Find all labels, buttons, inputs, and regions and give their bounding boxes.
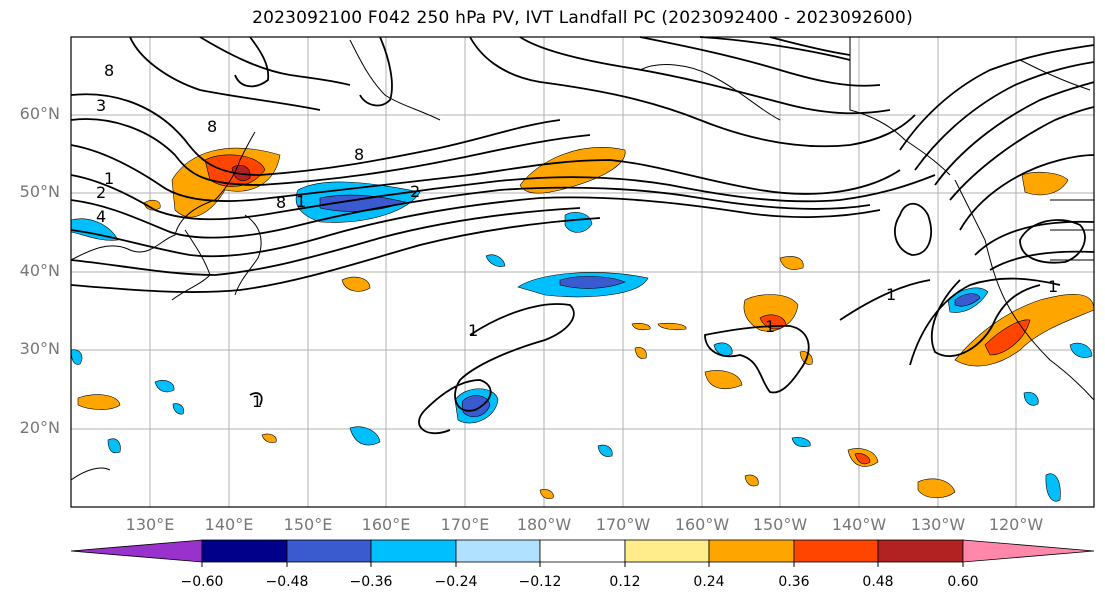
lat-label: 30°N: [19, 339, 60, 358]
contour-label: 8: [207, 117, 217, 136]
lat-label: 50°N: [19, 182, 60, 201]
lon-label: 140°W: [831, 515, 887, 534]
contour-label: 1: [104, 169, 114, 188]
contour-label: 1: [468, 321, 478, 340]
lat-label: 20°N: [19, 418, 60, 437]
contour-label: 8: [104, 61, 114, 80]
contour-label: 8: [354, 145, 364, 164]
colorbar-segment: [708, 539, 795, 563]
lon-label: 150°E: [283, 515, 333, 534]
colorbar-tick-label: 0.36: [778, 574, 810, 590]
contour-labels: 8 3 1 2 4 1 2 8 8 8 1 1 1 1 1: [96, 61, 1058, 411]
contour-label: 1: [252, 392, 262, 411]
lon-label: 130°E: [125, 515, 175, 534]
colorbar-segment: [877, 539, 964, 563]
contour-label: 8: [276, 193, 286, 212]
colorbar-tick-label: 0.24: [693, 574, 725, 590]
lon-label: 120°W: [988, 515, 1044, 534]
lon-label: 180°W: [516, 515, 572, 534]
contour-label: 2: [410, 182, 420, 201]
lon-label: 140°E: [204, 515, 254, 534]
colorbar-tick-label: 0.12: [609, 574, 641, 590]
graticule: [71, 37, 1094, 507]
contour-label: 1: [1048, 277, 1058, 296]
lon-label: 130°W: [910, 515, 966, 534]
lon-label: 160°W: [674, 515, 730, 534]
colorbar-segment: [370, 539, 457, 563]
colorbar-segment: [455, 539, 541, 563]
contour-label: 2: [96, 183, 106, 202]
contour-label: 4: [96, 207, 106, 226]
lat-label: 60°N: [19, 104, 60, 123]
colorbar: [70, 539, 1095, 567]
colorbar-extend-min: [70, 539, 203, 563]
colorbar-segment: [286, 539, 372, 563]
lon-label: 160°E: [361, 515, 411, 534]
colorbar-tick-label: 0.48: [862, 574, 894, 590]
colorbar-tick-label: −0.60: [180, 574, 224, 590]
contour-label: 1: [886, 285, 896, 304]
colorbar-extend-max: [962, 539, 1095, 563]
lat-label: 40°N: [19, 261, 60, 280]
colorbar-segment: [793, 539, 879, 563]
colorbar-tick-label: 0.60: [947, 574, 979, 590]
colorbar-tick-label: −0.24: [434, 574, 478, 590]
map-title: 2023092100 F042 250 hPa PV, IVT Landfall…: [252, 8, 913, 28]
colorbar-tick-label: −0.12: [518, 574, 562, 590]
colorbar-segment: [539, 539, 626, 563]
pv-contours: [70, 36, 1095, 435]
contour-label: 1: [765, 317, 775, 336]
lon-label: 170°E: [440, 515, 490, 534]
contour-label: 3: [96, 96, 106, 115]
colorbar-tick-label: −0.48: [265, 574, 309, 590]
lon-label: 170°W: [595, 515, 651, 534]
colorbar-segment: [624, 539, 710, 563]
colorbar-tick-label: −0.36: [349, 574, 393, 590]
lon-label: 150°W: [752, 515, 808, 534]
contour-label: 1: [296, 192, 306, 211]
colorbar-segment: [201, 539, 288, 563]
